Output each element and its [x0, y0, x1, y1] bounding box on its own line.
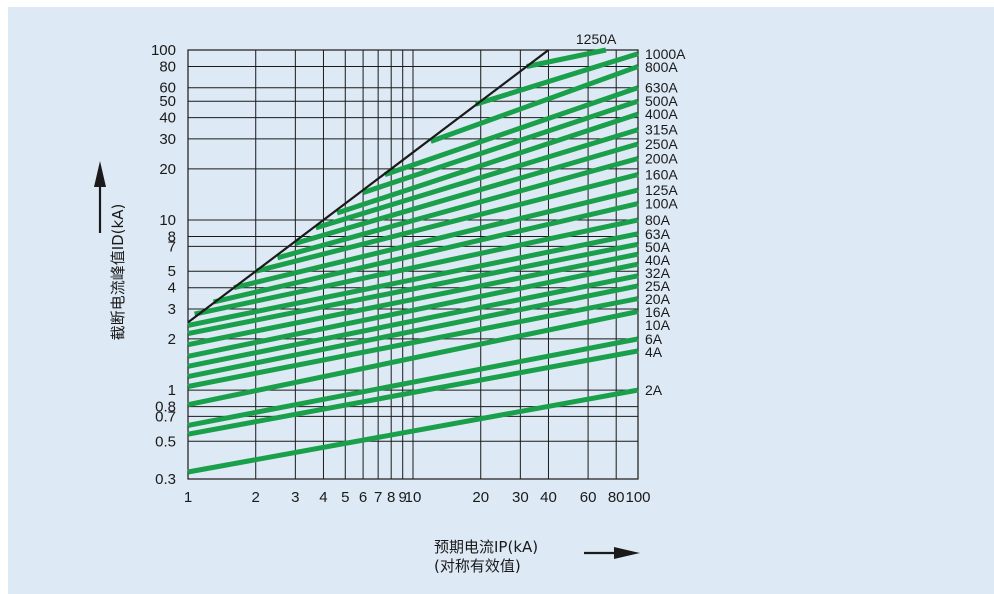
- x-tick-label: 40: [540, 489, 557, 506]
- curve-10a: [187, 309, 639, 408]
- curve-label-1250a: 1250A: [576, 31, 617, 47]
- curve-4a: [187, 348, 639, 437]
- curve-label-200a: 200A: [645, 151, 678, 167]
- y-tick-label: 0.5: [155, 433, 176, 450]
- limit-line-group: [187, 49, 550, 324]
- curve-250a: [294, 141, 639, 246]
- curve-label-25a: 25A: [645, 278, 671, 294]
- y-tick-label: 0.8: [155, 399, 176, 416]
- curve-label-10a: 10A: [645, 317, 671, 333]
- y-tick-label: 8: [168, 229, 176, 246]
- curve-32a: [187, 261, 639, 359]
- limit-line: [187, 49, 550, 324]
- y-tick-label: 0.3: [155, 471, 176, 488]
- curve-800a: [429, 64, 639, 144]
- y-tick-label: 20: [159, 161, 176, 178]
- y-tick-label: 80: [159, 58, 176, 75]
- y-tick-label: 3: [168, 301, 176, 318]
- chart-panel: 1 2 3 4 5 6 7 8 9 10 20 30 40 60 80 100 0.3 0.5 0.7 0.8 1 2 3…: [8, 7, 994, 594]
- curve-label-16a: 16A: [645, 304, 671, 320]
- curve-100a: [213, 201, 639, 305]
- y-tick-label: 1: [168, 382, 176, 399]
- curve-63a: [187, 231, 639, 328]
- y-axis-title: 截断电流峰值ID(kA): [109, 204, 127, 341]
- y-tick-label: 7: [168, 238, 176, 255]
- y-tick-label: 0.7: [155, 408, 176, 425]
- curve-label-160a: 160A: [645, 167, 678, 183]
- x-axis-arrow: [584, 547, 640, 559]
- curve-125a: [233, 187, 639, 291]
- y-tick-label: 50: [159, 93, 176, 110]
- x-tick-label: 6: [359, 489, 367, 506]
- y-tick-label: 10: [159, 212, 176, 229]
- x-tick-label: 80: [608, 489, 625, 506]
- curve-label-40a: 40A: [645, 252, 671, 268]
- x-tick-label: 5: [341, 489, 349, 506]
- x-tick-label: 30: [512, 489, 529, 506]
- x-tick-label: 9: [399, 489, 407, 506]
- fuse-cutoff-chart: 1 2 3 4 5 6 7 8 910 20 30 40 60 80 100 0.30.50.70.8123…: [94, 31, 686, 575]
- curve-label-800a: 800A: [645, 59, 678, 75]
- y-tick-label: 2: [168, 331, 176, 348]
- y-tick-label: 100: [151, 42, 176, 59]
- curve-500a: [362, 98, 639, 195]
- curve-label-125a: 125A: [645, 182, 678, 198]
- curve-label-20a: 20A: [645, 291, 671, 307]
- y-tick-label: 30: [159, 131, 176, 148]
- curve-80a: [194, 217, 639, 317]
- curve-25a: [187, 273, 639, 369]
- x-tick-label: 4: [319, 489, 327, 506]
- curve-label-500a: 500A: [645, 93, 678, 109]
- curve-40a: [187, 251, 639, 348]
- curve-400a: [336, 111, 639, 216]
- curve-1000a: [474, 51, 639, 107]
- curve-1250a: [526, 47, 607, 69]
- curve-label-6a: 6A: [645, 331, 663, 347]
- curve-label-80a: 80A: [645, 212, 671, 228]
- x-tick-label: 8: [387, 489, 395, 506]
- x-tick-label: 60: [580, 489, 597, 506]
- x-axis-title: 预期电流IP(kA): [434, 538, 538, 556]
- curve-label-2a: 2A: [645, 382, 663, 398]
- x-tick-label: 7: [374, 489, 382, 506]
- y-tick-label: 60: [159, 80, 176, 97]
- x-tick-label: 10: [405, 489, 422, 506]
- curves: [187, 47, 639, 475]
- curve-label-250a: 250A: [645, 136, 678, 152]
- y-tick-label: 5: [168, 263, 176, 280]
- curve-50a: [187, 241, 639, 337]
- x-axis-subtitle: (对称有效值): [434, 557, 521, 575]
- curve-label-4a: 4A: [645, 344, 663, 360]
- x-tick-label: 100: [625, 489, 650, 506]
- curve-2a: [187, 387, 639, 475]
- y-axis-arrow: [94, 161, 106, 233]
- curve-label-1000a: 1000A: [645, 46, 686, 62]
- x-tick-label: 1: [184, 489, 192, 506]
- curve-6a: [187, 336, 639, 428]
- curve-16a: [187, 296, 639, 389]
- curve-label-630a: 630A: [645, 80, 678, 96]
- curve-label-32a: 32A: [645, 265, 671, 281]
- x-tick-label: 2: [252, 489, 260, 506]
- y-tick-label: 40: [159, 110, 176, 127]
- curve-160a: [255, 172, 639, 274]
- curve-label-63a: 63A: [645, 226, 671, 242]
- curve-315a: [315, 127, 639, 231]
- x-tick-label: 3: [291, 489, 299, 506]
- y-tick-label: 4: [168, 280, 176, 297]
- curve-labels: 1000A800A630A500A400A315A250A200A160A125…: [576, 31, 686, 398]
- x-tick-label: 20: [472, 489, 489, 506]
- curve-630a: [384, 85, 639, 177]
- curve-20a: [187, 283, 639, 380]
- x-tick-labels: 1 2 3 4 5 6 7 8 910 20 30 40 60 80 100: [184, 489, 651, 506]
- curve-label-50a: 50A: [645, 239, 671, 255]
- curve-200a: [276, 156, 639, 261]
- curve-label-315a: 315A: [645, 122, 678, 138]
- curve-label-400a: 400A: [645, 106, 678, 122]
- curve-label-100a: 100A: [645, 196, 678, 212]
